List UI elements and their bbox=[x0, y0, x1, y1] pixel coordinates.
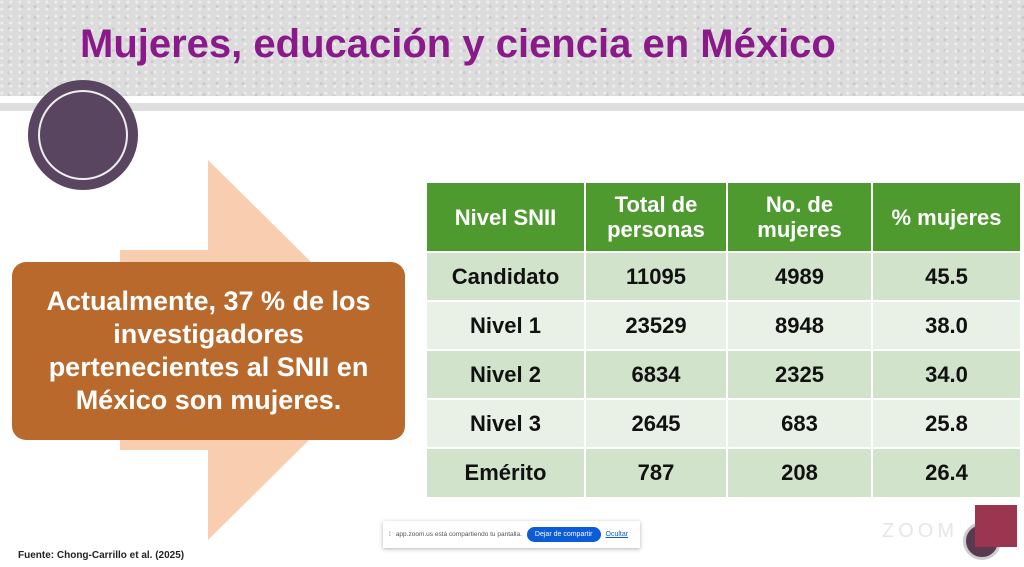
table-cell: 23529 bbox=[585, 300, 728, 350]
table-cell: 8948 bbox=[727, 300, 873, 350]
forum-logo bbox=[975, 505, 1017, 547]
table-cell: 2645 bbox=[585, 398, 728, 448]
header-pct: % mujeres bbox=[872, 183, 1020, 252]
table-row: Emérito 787 208 26.4 bbox=[427, 447, 1020, 497]
table-row: Candidato 11095 4989 45.5 bbox=[427, 251, 1020, 301]
table-cell: 26.4 bbox=[872, 447, 1020, 497]
table-row: Nivel 1 23529 8948 38.0 bbox=[427, 300, 1020, 350]
table-row: Nivel 3 2645 683 25.8 bbox=[427, 398, 1020, 448]
table-row: Nivel 2 6834 2325 34.0 bbox=[427, 349, 1020, 399]
stop-sharing-button[interactable]: Dejar de compartir bbox=[526, 527, 601, 542]
table-cell: 34.0 bbox=[872, 349, 1020, 399]
table-cell: 683 bbox=[727, 398, 873, 448]
header-stripe bbox=[0, 103, 1024, 111]
table-cell: 38.0 bbox=[872, 300, 1020, 350]
table-cell: 45.5 bbox=[872, 251, 1020, 301]
share-message: app.zoom.us está compartiendo tu pantall… bbox=[395, 531, 522, 538]
table-cell: Candidato bbox=[427, 251, 586, 301]
table-cell: 25.8 bbox=[872, 398, 1020, 448]
table-cell: Nivel 3 bbox=[427, 398, 586, 448]
snii-table: Nivel SNII Total de personas No. de muje… bbox=[427, 183, 1020, 497]
table-cell: Emérito bbox=[427, 447, 586, 497]
slide-title: Mujeres, educación y ciencia en México bbox=[80, 22, 836, 66]
table-cell: Nivel 1 bbox=[427, 300, 586, 350]
decorative-circle bbox=[28, 80, 138, 190]
zoom-watermark: ZOOM bbox=[882, 520, 958, 542]
table-cell: Nivel 2 bbox=[427, 349, 586, 399]
table-cell: 208 bbox=[727, 447, 873, 497]
table-cell: 787 bbox=[585, 447, 728, 497]
callout-box: Actualmente, 37 % de los investigadores … bbox=[12, 262, 405, 440]
header-nivel: Nivel SNII bbox=[427, 183, 586, 252]
drag-handle-icon[interactable]: ⁞ bbox=[389, 531, 391, 538]
header-total: Total de personas bbox=[585, 183, 728, 252]
hide-link[interactable]: Ocultar bbox=[605, 531, 629, 538]
table-cell: 4989 bbox=[727, 251, 873, 301]
table-cell: 6834 bbox=[585, 349, 728, 399]
header-band bbox=[0, 0, 1024, 96]
table-cell: 11095 bbox=[585, 251, 728, 301]
header-mujeres: No. de mujeres bbox=[727, 183, 873, 252]
table-cell: 2325 bbox=[727, 349, 873, 399]
source-note: Fuente: Chong-Carrillo et al. (2025) bbox=[18, 550, 185, 561]
zoom-share-bar: ⁞ app.zoom.us está compartiendo tu panta… bbox=[383, 521, 640, 548]
